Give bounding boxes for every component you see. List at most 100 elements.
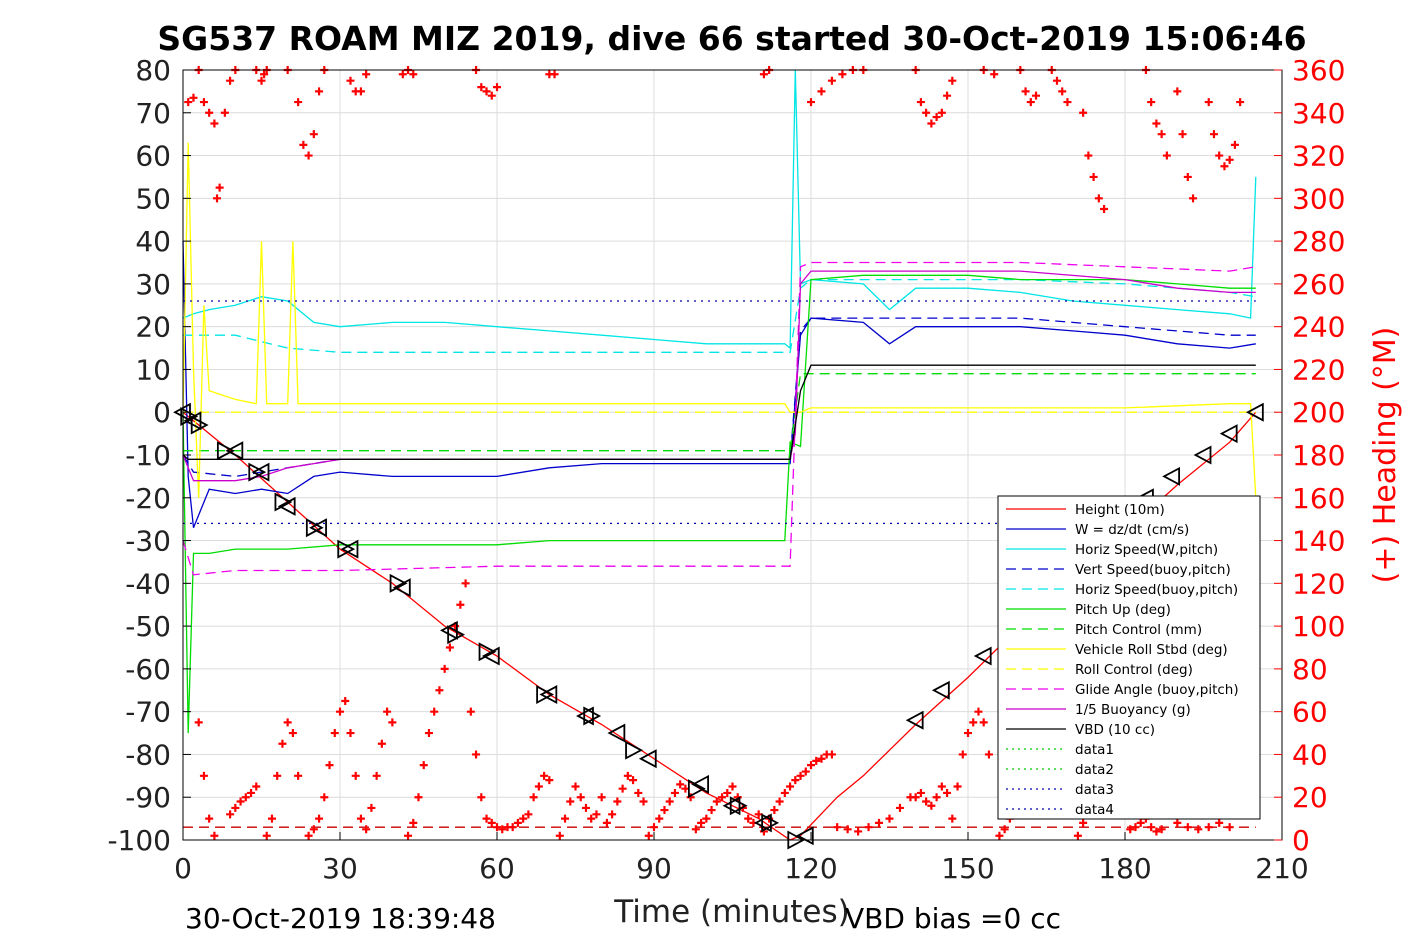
heading-point <box>540 771 549 780</box>
heading-point <box>184 98 193 107</box>
gps-marker <box>536 685 555 705</box>
heading-point <box>571 782 580 791</box>
heading-point <box>487 91 496 100</box>
x-tick-label: 210 <box>1255 852 1308 885</box>
heading-point <box>1173 87 1182 96</box>
heading-point <box>1073 831 1082 840</box>
y2-tick-label: 220 <box>1292 353 1345 386</box>
y-tick-label: -10 <box>125 439 171 472</box>
legend-entry: Horiz Speed(W,pitch) <box>1075 542 1218 558</box>
chart-title: SG537 ROAM MIZ 2019, dive 66 started 30-… <box>157 19 1306 58</box>
legend-entry: Roll Control (deg) <box>1075 662 1193 678</box>
y2-tick-label: 240 <box>1292 311 1345 344</box>
gps-marker <box>248 462 267 482</box>
heading-point <box>477 793 486 802</box>
heading-point <box>341 696 350 705</box>
heading-point <box>435 686 444 695</box>
gps-marker <box>1245 402 1264 422</box>
heading-point <box>1147 823 1156 832</box>
gps-marker <box>481 646 500 666</box>
heading-point <box>817 87 826 96</box>
heading-point <box>660 806 669 815</box>
heading-point <box>1079 108 1088 117</box>
heading-point <box>356 87 365 96</box>
heading-point <box>189 93 198 102</box>
heading-point <box>827 76 836 85</box>
heading-point <box>1178 130 1187 139</box>
gps-marker <box>274 492 293 512</box>
legend-entry: data1 <box>1075 742 1114 758</box>
heading-point <box>482 814 491 823</box>
heading-point <box>932 113 941 122</box>
y2-tick-label: 300 <box>1292 182 1345 215</box>
heading-point <box>629 776 638 785</box>
gps-marker <box>216 441 235 461</box>
y2-tick-label: 260 <box>1292 268 1345 301</box>
heading-point <box>247 788 256 797</box>
gps-marker <box>1162 466 1180 486</box>
gps-marker <box>973 646 992 666</box>
y-tick-label: 20 <box>135 311 171 344</box>
heading-point <box>304 151 313 160</box>
gps-marker <box>340 539 359 559</box>
heading-point <box>362 70 371 79</box>
heading-point <box>257 76 266 85</box>
series-line <box>182 241 1256 528</box>
heading-point <box>330 729 339 738</box>
gps-marker <box>691 774 709 794</box>
heading-point <box>984 750 993 759</box>
gps-marker <box>439 620 458 640</box>
heading-point <box>210 119 219 128</box>
legend-entry: data3 <box>1075 782 1114 798</box>
heading-point <box>1220 162 1229 171</box>
heading-point <box>194 718 203 727</box>
heading-point <box>1157 825 1166 834</box>
heading-point <box>430 707 439 716</box>
y2-tick-label: 340 <box>1292 97 1345 130</box>
heading-point <box>1079 818 1088 827</box>
y2-tick-label: 360 <box>1292 54 1345 87</box>
heading-point <box>969 718 978 727</box>
series-line <box>182 142 1257 498</box>
x-tick-label: 180 <box>1098 852 1151 885</box>
heading-point <box>827 750 836 759</box>
heading-point <box>634 788 643 797</box>
heading-point <box>1230 140 1239 149</box>
heading-point <box>262 831 271 840</box>
heading-point <box>948 76 957 85</box>
gps-marker <box>687 779 706 799</box>
x-tick-label: 120 <box>784 852 837 885</box>
series-line <box>182 261 1256 576</box>
heading-point <box>1157 130 1166 139</box>
heading-point <box>388 718 397 727</box>
gps-marker <box>576 706 594 726</box>
heading-point <box>943 788 952 797</box>
y2-tick-label: 140 <box>1292 525 1345 558</box>
heading-point <box>477 83 486 92</box>
heading-point <box>1215 151 1224 160</box>
heading-point <box>1204 823 1213 832</box>
heading-point <box>712 797 721 806</box>
heading-point <box>665 797 674 806</box>
gps-marker <box>638 749 657 769</box>
gps-marker <box>392 578 411 598</box>
legend-entry: Height (10m) <box>1075 502 1165 518</box>
gps-marker <box>583 706 602 726</box>
heading-point <box>315 87 324 96</box>
legend-entry: Glide Angle (buoy,pitch) <box>1075 682 1239 698</box>
legend-box <box>997 495 1261 820</box>
y2-tick-label: 20 <box>1292 781 1328 814</box>
heading-point <box>524 810 533 819</box>
gps-marker <box>539 685 558 705</box>
heading-point <box>519 814 528 823</box>
heading-point <box>1225 823 1234 832</box>
heading-point <box>597 793 606 802</box>
heading-point <box>325 761 334 770</box>
gps-marker <box>625 740 643 760</box>
x-tick-label: 30 <box>322 852 358 885</box>
gps-marker <box>225 441 244 461</box>
heading-point <box>807 98 815 107</box>
gps-marker <box>761 813 780 833</box>
legend-entry: Horiz Speed(buoy,pitch) <box>1075 582 1238 598</box>
heading-point <box>1100 205 1109 214</box>
